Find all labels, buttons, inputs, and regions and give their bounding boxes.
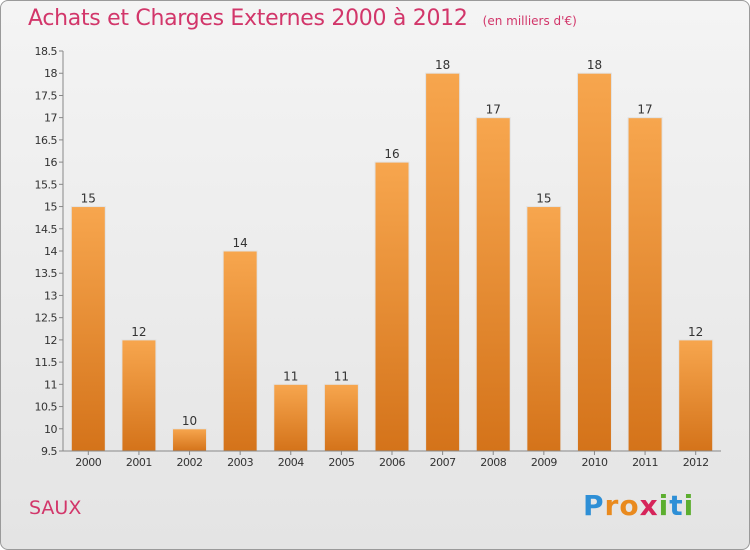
x-tick-label: 2011 — [632, 456, 658, 469]
bar — [323, 383, 359, 452]
x-tick-label: 2005 — [328, 456, 354, 469]
x-tick-label: 2002 — [177, 456, 203, 469]
logo-letter: i — [658, 489, 670, 522]
y-tick-label: 18 — [44, 67, 57, 80]
x-tick-label: 2003 — [227, 456, 253, 469]
y-tick-label: 12.5 — [35, 312, 58, 325]
bar — [374, 161, 410, 452]
x-tick-label: 2000 — [75, 456, 101, 469]
y-tick-label: 13 — [44, 289, 57, 302]
bar — [172, 428, 208, 452]
bar-value-label: 17 — [486, 103, 501, 117]
bar — [273, 383, 309, 452]
bar-value-label: 12 — [131, 325, 146, 339]
bar — [121, 339, 157, 452]
chart-title: Achats et Charges Externes 2000 à 2012 — [28, 6, 468, 31]
proxiti-logo: Proxiti — [583, 489, 694, 522]
y-tick-label: 17 — [44, 112, 57, 125]
title-row: Achats et Charges Externes 2000 à 2012 (… — [28, 6, 577, 31]
bar-value-label: 11 — [283, 369, 298, 383]
logo-letter: P — [583, 489, 605, 522]
logo-letter: x — [639, 489, 659, 522]
logo-letter: o — [619, 489, 640, 522]
bar — [526, 206, 562, 452]
bar-value-label: 18 — [435, 58, 450, 72]
bar-value-label: 15 — [81, 192, 96, 206]
y-tick-label: 15.5 — [35, 178, 58, 191]
bar-value-label: 12 — [688, 325, 703, 339]
y-tick-label: 11 — [44, 378, 57, 391]
logo-letter: t — [669, 489, 684, 522]
y-tick-label: 17.5 — [35, 89, 58, 102]
y-tick-label: 13.5 — [35, 267, 58, 280]
x-tick-label: 2007 — [430, 456, 456, 469]
x-tick-label: 2001 — [126, 456, 152, 469]
bar — [627, 117, 663, 452]
y-tick-label: 11.5 — [35, 356, 58, 369]
y-tick-label: 14 — [44, 245, 57, 258]
y-axis: 9.5 10 10.5 11 11.5 12 12.5 13 13.5 14 14.5 15 15.5 1… — [35, 45, 64, 458]
x-tick-label: 2009 — [531, 456, 557, 469]
y-tick-label: 10.5 — [35, 401, 58, 414]
bar-value-label: 16 — [384, 147, 399, 161]
bar-value-label: 14 — [233, 236, 248, 250]
bar — [678, 339, 714, 452]
y-tick-label: 9.5 — [41, 445, 57, 458]
y-tick-label: 14.5 — [35, 223, 58, 236]
bar — [70, 206, 106, 452]
bar-value-label: 11 — [334, 369, 349, 383]
x-tick-label: 2008 — [480, 456, 506, 469]
y-tick-label: 15 — [44, 201, 57, 214]
bar-value-label: 17 — [637, 103, 652, 117]
bar — [576, 72, 612, 452]
bar — [425, 72, 461, 452]
logo-letter: i — [683, 489, 695, 522]
x-tick-label: 2004 — [278, 456, 304, 469]
y-tick-label: 10 — [44, 423, 57, 436]
bar — [475, 117, 511, 452]
bar-value-label: 18 — [587, 58, 602, 72]
x-tick-label: 2012 — [683, 456, 709, 469]
y-tick-label: 16 — [44, 156, 57, 169]
bar-value-label: 10 — [182, 414, 197, 428]
commune-name: SAUX — [29, 497, 82, 519]
y-tick-label: 12 — [44, 334, 57, 347]
chart-subtitle: (en milliers d'€) — [482, 14, 577, 28]
x-axis: 2000 2001 2002 2003 2004 2005 2006 2007 2008 2009… — [63, 450, 721, 469]
y-tick-label: 18.5 — [35, 45, 58, 58]
bar-value-label: 15 — [536, 192, 551, 206]
bar — [222, 250, 258, 452]
x-tick-label: 2006 — [379, 456, 405, 469]
bars: 15 12 10 14 11 11 16 18 17 15 18 17 12 — [70, 58, 714, 452]
x-tick-label: 2010 — [581, 456, 607, 469]
y-tick-label: 16.5 — [35, 134, 58, 147]
logo-letter: r — [604, 489, 620, 522]
